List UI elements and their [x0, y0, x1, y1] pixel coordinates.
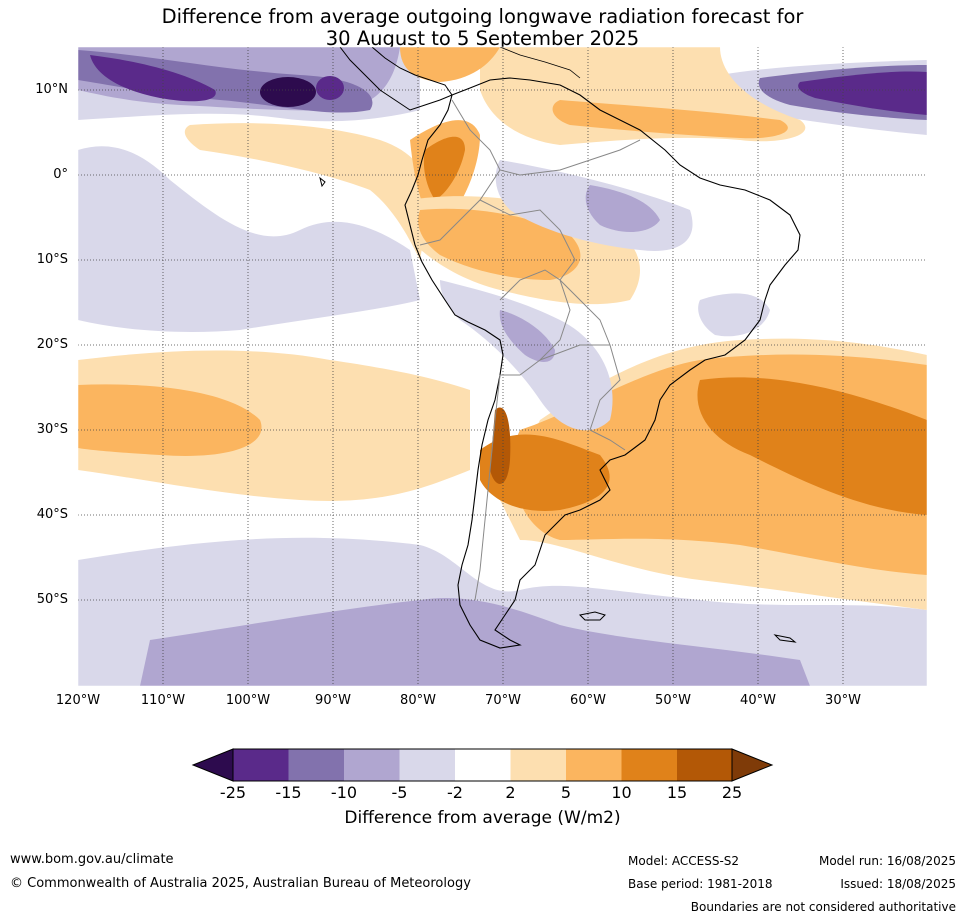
coastline-central-america: [339, 47, 453, 111]
colorbar-segment: [510, 749, 566, 781]
colorbar: [191, 748, 774, 782]
lat-label-0: 0°: [53, 167, 68, 182]
lat-label-10n: 10°N: [35, 82, 68, 97]
coastline-galapagos: [319, 176, 326, 188]
colorbar-segment: [233, 749, 289, 781]
colorbar-tick: 2: [505, 783, 516, 802]
lon-label-110w: 110°W: [140, 693, 186, 708]
anomaly-region-argentina-dark-orange: [480, 434, 610, 511]
footer-model: Model: ACCESS-S2: [628, 854, 740, 868]
footer-copyright: © Commonwealth of Australia 2025, Austra…: [10, 876, 471, 891]
anomaly-region-bolivia-purple: [499, 310, 555, 362]
colorbar-segment: [344, 749, 400, 781]
colorbar-tick: -2: [447, 783, 463, 802]
anomaly-region-north-pacific-darkest-purple: [260, 77, 316, 107]
coastline-caribbean: [499, 47, 581, 79]
lon-label-100w: 100°W: [225, 693, 271, 708]
colorbar-label: Difference from average (W/m2): [344, 808, 621, 828]
lon-label-120w: 120°W: [55, 693, 101, 708]
colorbar-tick: 5: [560, 783, 572, 802]
lon-label-80w: 80°W: [400, 693, 436, 708]
anomaly-region-colombia-dark-orange: [423, 136, 465, 200]
lon-label-90w: 90°W: [315, 693, 351, 708]
footer-website[interactable]: www.bom.gov.au/climate: [10, 852, 174, 867]
footer-model-run: Model run: 16/08/2025: [818, 854, 956, 868]
anomaly-region-east-brazil-light-purple: [698, 293, 770, 337]
anomaly-region-north-atlantic-deep-purple: [798, 71, 927, 115]
colorbar-segment: [288, 749, 344, 781]
colorbar-segment: [677, 749, 732, 781]
colorbar-tick: 15: [666, 783, 688, 802]
lon-label-70w: 70°W: [485, 693, 521, 708]
anomaly-region-south-medium: [140, 598, 810, 686]
anomaly-region-tropical-atlantic-orange: [552, 100, 788, 139]
footer-issued: Issued: 18/08/2025: [840, 877, 956, 891]
country-boundaries: [419, 99, 641, 601]
colorbar-segment: [566, 749, 622, 781]
anomaly-region-pacific-light-orange: [78, 350, 470, 501]
anomaly-region-east-pacific-light-purple: [78, 146, 420, 332]
colorbar-tick: -15: [275, 783, 302, 802]
anomaly-region-north-pacific-purple-spot: [316, 76, 344, 100]
anomaly-region-nw-south-america-light-orange: [184, 123, 430, 260]
footer-base-period: Base period: 1981-2018: [628, 877, 773, 891]
colorbar-tick: -10: [330, 783, 358, 802]
colorbar-segment: [455, 749, 511, 781]
coastline-south-america: [404, 77, 801, 649]
lon-label-30w: 30°W: [825, 693, 861, 708]
colorbar-tick: -5: [391, 783, 408, 802]
anomaly-region-brazil-purple: [585, 185, 660, 232]
anomaly-region-pacific-orange: [78, 384, 262, 456]
lat-label-50s: 50°S: [36, 592, 68, 607]
lat-label-40s: 40°S: [36, 507, 68, 522]
anomaly-region-amazon-orange: [418, 208, 581, 280]
footer-boundaries-note: Boundaries are not considered authoritat…: [690, 900, 956, 914]
lat-label-30s: 30°S: [36, 422, 68, 437]
graticule: [78, 47, 927, 686]
anomaly-region-atlantic-dark-orange: [697, 377, 927, 515]
coastline-south-georgia: [773, 634, 797, 643]
anomaly-region-andes-darkest-orange: [490, 407, 511, 484]
colorbar-segment: [399, 749, 455, 781]
lon-label-60w: 60°W: [570, 693, 606, 708]
colorbar-extend-low: [191, 748, 234, 782]
colorbar-tick: 10: [611, 783, 632, 802]
chart-title-line2: 30 August to 5 September 2025: [325, 27, 640, 50]
colorbar-extend-high: [731, 748, 774, 782]
coastline-falkland-islands: [578, 611, 606, 621]
colorbar-tick: -25: [219, 783, 247, 802]
lon-label-40w: 40°W: [740, 693, 776, 708]
colorbar-tick: 25: [721, 783, 743, 802]
anomaly-region-caribbean-orange: [400, 47, 500, 82]
colorbar-segment: [621, 749, 677, 781]
anomaly-region-north-pacific-deep-purple: [90, 55, 216, 102]
lat-label-10s: 10°S: [36, 252, 68, 267]
lon-label-50w: 50°W: [655, 693, 691, 708]
chart-title-line1: Difference from average outgoing longwav…: [161, 5, 804, 28]
lat-label-20s: 20°S: [36, 337, 68, 352]
